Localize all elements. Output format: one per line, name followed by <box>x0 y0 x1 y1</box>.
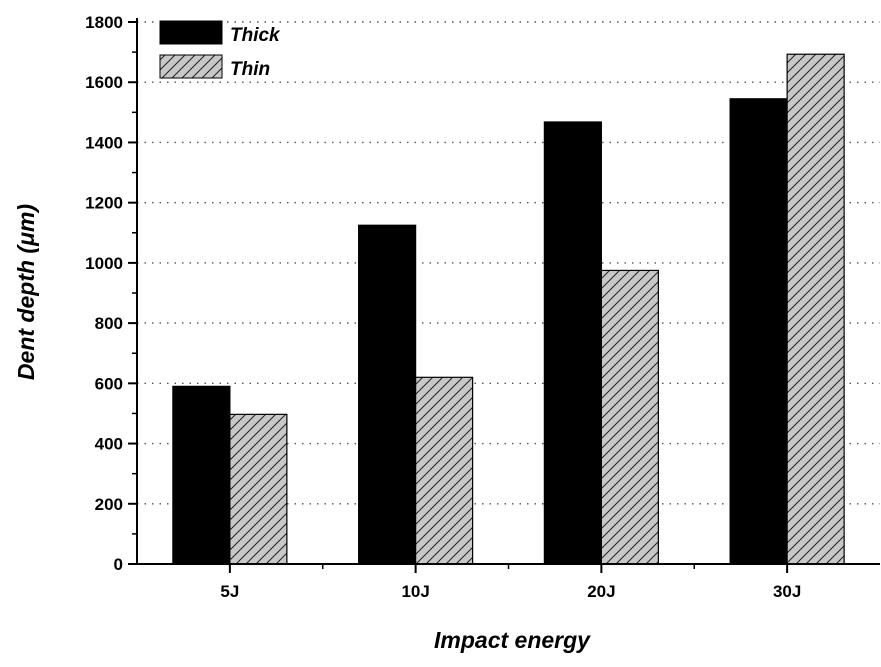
x-tick-label: 10J <box>401 582 429 601</box>
y-tick-label: 1800 <box>85 13 123 32</box>
bars <box>172 53 845 565</box>
y-tick-label: 1600 <box>85 73 123 92</box>
bar-thick-10j <box>358 224 417 565</box>
y-tick-label: 400 <box>95 435 123 454</box>
legend: Thick Thin <box>159 20 281 80</box>
bar-thick-5j <box>172 385 231 565</box>
y-tick-label: 800 <box>95 314 123 333</box>
x-tick-label: 30J <box>773 582 801 601</box>
y-tick-label: 600 <box>95 374 123 393</box>
bar-thick-20j <box>543 121 602 565</box>
bar-thin-5j <box>229 413 288 565</box>
x-tick-label: 20J <box>587 582 615 601</box>
y-tick-label: 200 <box>95 495 123 514</box>
legend-swatch-thick <box>159 20 223 45</box>
y-tick-label: 1000 <box>85 254 123 273</box>
y-tick-label: 1400 <box>85 133 123 152</box>
legend-label-thick: Thick <box>230 25 281 46</box>
bar-thick-30j <box>729 98 788 565</box>
legend-label-thin: Thin <box>230 59 270 80</box>
ticks: 0 200 400 600 800 1000 1200 1400 1600 1800 5J 10J 20… <box>85 13 801 601</box>
x-tick-label: 5J <box>220 582 239 601</box>
y-axis-title: Dent depth (μm) <box>13 204 39 380</box>
bar-thin-10j <box>415 376 474 565</box>
bar-thin-30j <box>786 53 845 565</box>
y-tick-label: 1200 <box>85 194 123 213</box>
x-axis-title: Impact energy <box>434 627 591 653</box>
bar-thin-20j <box>600 269 659 565</box>
legend-swatch-thin <box>159 54 223 79</box>
y-tick-label: 0 <box>114 555 123 574</box>
